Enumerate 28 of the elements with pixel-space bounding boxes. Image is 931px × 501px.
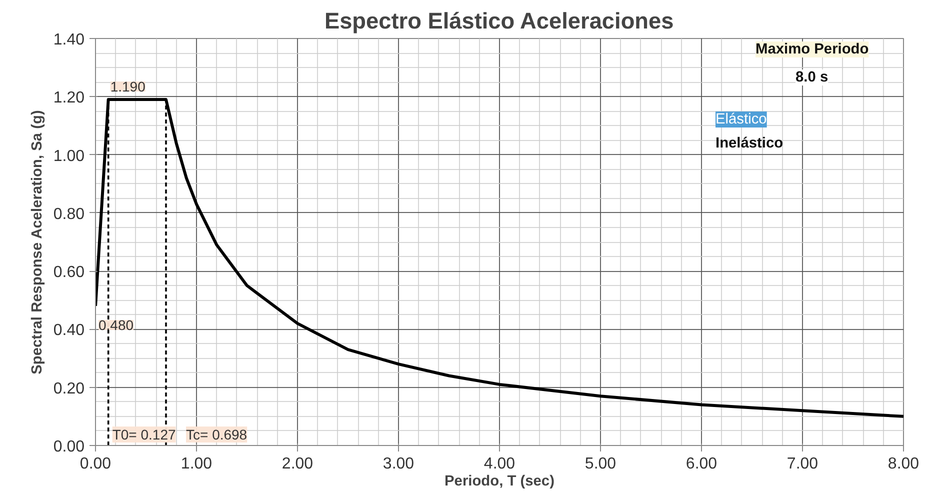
- x-tick-label: 8.00: [888, 456, 920, 472]
- x-tick-label: 1.00: [180, 456, 212, 472]
- x-axis-title: Periodo, T (sec): [444, 474, 555, 490]
- x-tick-label: 6.00: [686, 456, 718, 472]
- annotation: Maximo Periodo: [756, 42, 869, 58]
- y-axis-title: Spectral Response Aceleration, Sa (g): [29, 110, 46, 374]
- annotation: 8.0 s: [796, 70, 828, 86]
- x-tick-label: 0.00: [80, 456, 112, 472]
- annotation: Tc= 0.698: [186, 426, 248, 442]
- annotation: 0.480: [98, 316, 134, 333]
- y-tick-label: 1.00: [53, 148, 85, 165]
- x-tick-label: 2.00: [282, 456, 314, 472]
- y-tick-label: 0.40: [53, 322, 85, 340]
- y-tick-label: 0.80: [53, 206, 85, 223]
- x-tick-label: 3.00: [382, 456, 414, 472]
- annotation: Elástico: [716, 112, 767, 128]
- x-tick-label: 7.00: [786, 456, 818, 472]
- annotation: 1.190: [110, 78, 146, 95]
- y-tick-label: 1.40: [53, 32, 85, 48]
- y-tick-label: 0.20: [53, 380, 85, 398]
- annotation: T0= 0.127: [112, 426, 176, 442]
- y-tick-label: 1.20: [53, 90, 85, 107]
- annotation: Inelástico: [716, 136, 784, 152]
- x-tick-label: 4.00: [484, 456, 516, 472]
- chart-title: Espectro Elástico Aceleraciones: [324, 8, 674, 34]
- y-tick-label: 0.60: [53, 264, 85, 282]
- x-tick-label: 5.00: [584, 456, 616, 472]
- y-tick-label: 0.00: [53, 438, 85, 456]
